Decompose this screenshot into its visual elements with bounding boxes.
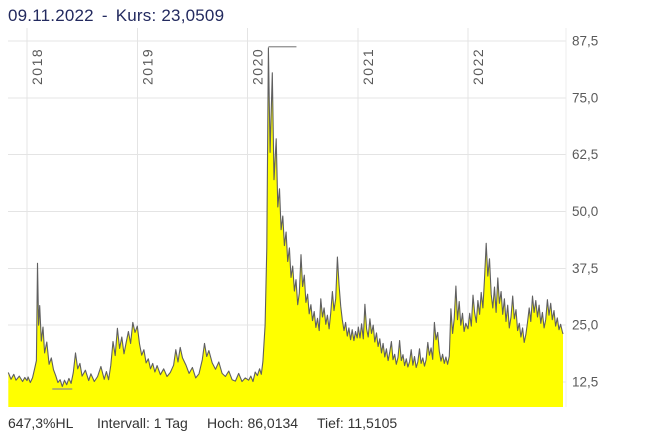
- hl-percent: 647,3%HL: [8, 415, 74, 431]
- x-axis-year-label: 2019: [139, 48, 155, 85]
- title-dash: -: [101, 6, 108, 25]
- y-axis-label: 87,5: [572, 34, 598, 49]
- x-axis-year-label: 2020: [250, 48, 266, 85]
- y-axis-label: 25,0: [572, 318, 598, 333]
- y-axis-label: 75,0: [572, 90, 598, 105]
- chart-header: 09.11.2022- Kurs: 23,0509: [8, 6, 224, 26]
- x-axis-year-label: 2021: [360, 48, 376, 85]
- y-axis-label: 62,5: [572, 147, 598, 162]
- series-area: [8, 47, 564, 408]
- low-label: Tief: 11,5105: [317, 415, 398, 431]
- high-label: Hoch: 86,0134: [207, 415, 299, 431]
- y-axis-label: 12,5: [572, 375, 598, 390]
- y-axis-label: 50,0: [572, 204, 598, 219]
- quote-date: 09.11.2022: [8, 6, 94, 25]
- series-line: [7, 47, 564, 388]
- interval-label: Intervall: 1 Tag: [97, 415, 188, 431]
- x-axis-year-label: 2018: [29, 48, 45, 85]
- chart-footer: 647,3%HL Intervall: 1 Tag Hoch: 86,0134 …: [0, 415, 645, 435]
- kurs-label: Kurs:: [115, 6, 157, 25]
- kurs-value: 23,0509: [161, 6, 225, 25]
- y-axis-label: 37,5: [572, 261, 598, 276]
- x-axis-year-label: 2022: [470, 48, 486, 85]
